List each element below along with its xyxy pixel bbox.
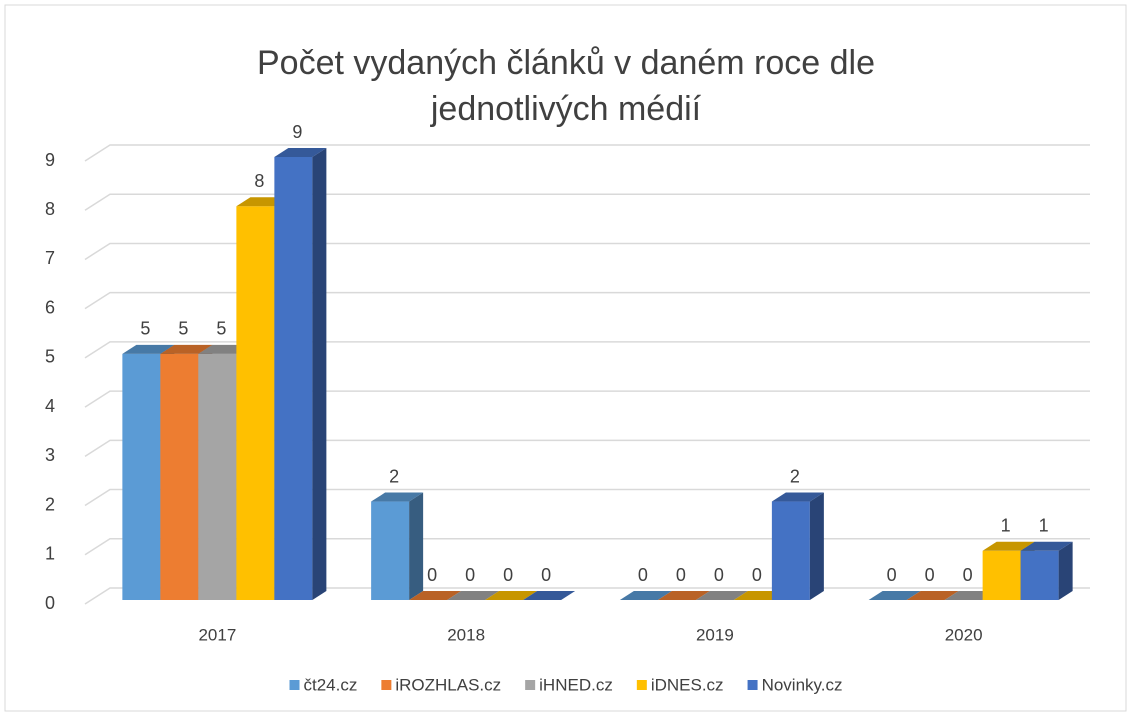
grid-line <box>84 390 1090 408</box>
y-tick-label: 3 <box>45 445 55 465</box>
bar-top <box>657 591 710 600</box>
legend-label: iHNED.cz <box>539 675 613 694</box>
bar <box>1020 550 1059 600</box>
bar-side <box>1058 541 1073 600</box>
y-tick-label: 6 <box>45 297 55 317</box>
bar-top <box>695 591 748 600</box>
bar-top <box>160 344 213 354</box>
data-label: 0 <box>714 565 724 585</box>
x-tick-label: 2017 <box>198 625 236 644</box>
chart-border <box>4 4 1127 712</box>
grid-line <box>84 341 1090 359</box>
bar-top <box>122 344 175 354</box>
data-label: 5 <box>178 319 188 339</box>
bar-top <box>771 492 824 502</box>
bar <box>982 550 1021 600</box>
legend-swatch <box>525 680 536 690</box>
bar-top <box>523 591 576 600</box>
grid-line <box>84 193 1090 211</box>
y-tick-label: 5 <box>45 347 55 367</box>
chart-title: Počet vydaných článků v daném roce dle j… <box>256 44 875 128</box>
bar-top <box>1020 541 1073 551</box>
bar-side <box>409 492 424 600</box>
bar-top <box>982 541 1035 551</box>
data-label: 2 <box>389 466 399 486</box>
data-label: 5 <box>140 319 150 339</box>
legend-label: čt24.cz <box>304 675 358 694</box>
bar <box>236 206 275 600</box>
bar-top <box>619 591 672 600</box>
grid-line <box>84 439 1090 457</box>
bar-top <box>409 591 462 600</box>
y-tick-label: 4 <box>45 396 55 416</box>
bar <box>274 157 313 600</box>
bar <box>198 353 237 600</box>
bar-side <box>809 492 824 600</box>
grid-line <box>84 144 1090 162</box>
x-tick-label: 2018 <box>447 625 485 644</box>
y-tick-label: 1 <box>45 544 55 564</box>
data-label: 0 <box>503 565 513 585</box>
data-label: 1 <box>1039 516 1049 536</box>
data-label: 0 <box>676 565 686 585</box>
legend-swatch <box>381 680 392 690</box>
data-label: 2 <box>790 466 800 486</box>
legend-swatch <box>636 680 647 690</box>
grid-line <box>84 538 1090 556</box>
grid-line <box>84 488 1090 507</box>
data-label: 1 <box>1001 516 1011 536</box>
grid-line <box>84 291 1090 310</box>
bar-top <box>485 591 538 600</box>
legend-label: iROZHLAS.cz <box>395 675 501 694</box>
legend-swatch <box>289 680 300 690</box>
bar <box>771 501 810 600</box>
data-label: 0 <box>963 565 973 585</box>
data-label: 0 <box>427 565 437 585</box>
bar-top <box>447 591 500 600</box>
data-label: 0 <box>925 565 935 585</box>
bar-top <box>868 591 921 600</box>
bar-top <box>274 148 327 157</box>
bar-side <box>312 148 327 600</box>
bar-top <box>906 591 959 600</box>
legend-swatch <box>747 680 758 690</box>
legend-label: Novinky.cz <box>762 675 843 694</box>
bar <box>371 501 410 600</box>
data-label: 0 <box>887 565 897 585</box>
data-label: 9 <box>292 122 302 142</box>
bar <box>160 353 199 600</box>
data-label: 5 <box>216 319 226 339</box>
data-label: 0 <box>752 565 762 585</box>
y-tick-label: 9 <box>45 150 55 170</box>
y-tick-label: 8 <box>45 199 55 219</box>
data-label: 8 <box>254 171 264 191</box>
x-tick-label: 2020 <box>945 625 983 644</box>
data-label: 0 <box>465 565 475 585</box>
x-tick-label: 2019 <box>696 625 734 644</box>
data-label: 0 <box>541 565 551 585</box>
grid-line <box>84 587 1090 605</box>
y-tick-label: 0 <box>45 593 55 613</box>
grid-line <box>84 242 1090 261</box>
bar-top <box>371 492 424 502</box>
bar <box>122 353 161 600</box>
legend-label: iDNES.cz <box>651 675 724 694</box>
data-label: 0 <box>638 565 648 585</box>
y-tick-label: 7 <box>45 248 55 268</box>
y-tick-label: 2 <box>45 494 55 514</box>
